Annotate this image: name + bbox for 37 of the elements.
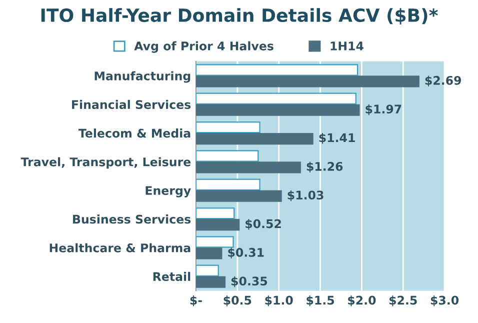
- data-label: $0.35: [231, 276, 268, 288]
- bar: [196, 264, 219, 276]
- y-tick-label: Energy: [146, 186, 191, 198]
- x-tick-label: $1.0: [265, 296, 293, 306]
- y-tick-label: Manufacturing: [94, 71, 190, 83]
- y-tick-label: Financial Services: [72, 100, 191, 110]
- bar: [196, 190, 282, 202]
- bar: [196, 248, 222, 260]
- data-label: $1.41: [319, 133, 355, 144]
- x-tick-label: $2.0: [348, 296, 376, 306]
- data-label: $1.03: [288, 190, 324, 202]
- data-label: $1.26: [306, 162, 343, 172]
- bar: [196, 104, 360, 116]
- data-label: $0.31: [228, 248, 264, 258]
- x-tick-label: $2.5: [389, 296, 417, 306]
- bar: [196, 162, 301, 174]
- x-tick-label: $3.0: [430, 296, 459, 306]
- bar: [196, 276, 226, 288]
- y-tick-label: Business Services: [73, 214, 191, 224]
- x-tick-label: $-: [190, 296, 202, 306]
- legend-label: 1H14: [330, 42, 364, 50]
- bar: [196, 207, 235, 220]
- x-tick-label: $1.5: [306, 296, 334, 306]
- y-tick-label: Telecom & Media: [78, 128, 190, 138]
- y-tick-label: Retail: [153, 272, 190, 282]
- legend-label: Avg of Prior 4 Halves: [134, 41, 274, 53]
- bar: [196, 218, 240, 231]
- bar: [196, 236, 234, 248]
- x-tick-label: $0.5: [224, 296, 252, 306]
- bar: [196, 76, 420, 88]
- y-tick-label: Travel, Transport, Leisure: [20, 157, 191, 169]
- chart-title: ITO Half-Year Domain Details ACV ($B)*: [41, 8, 438, 24]
- data-label: $2.69: [425, 76, 461, 86]
- bar: [196, 132, 314, 145]
- data-label: $1.97: [366, 104, 402, 116]
- data-label: $0.52: [246, 219, 281, 230]
- y-tick-label: Healthcare & Pharma: [50, 243, 190, 252]
